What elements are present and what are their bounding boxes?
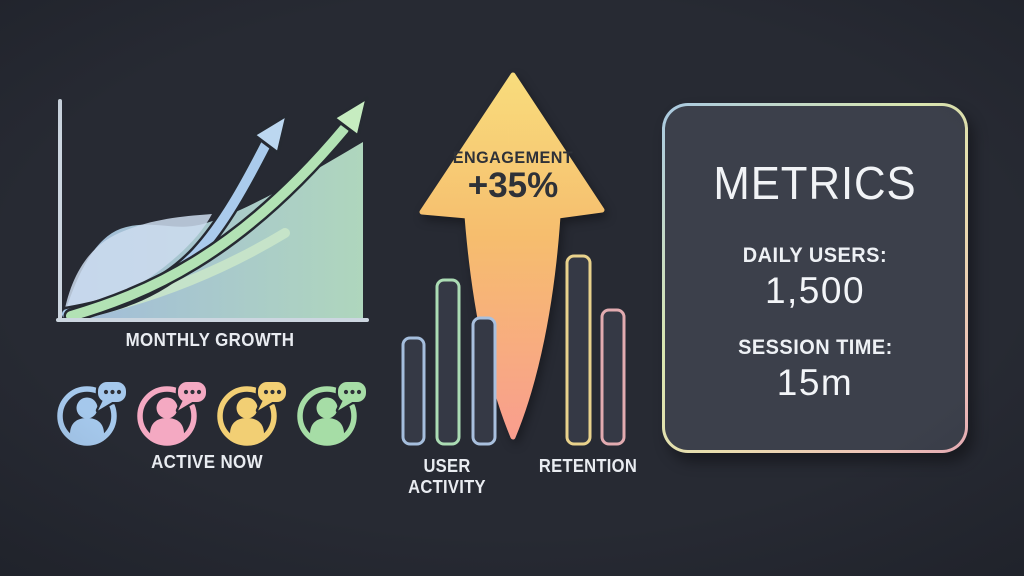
avatar-head (76, 397, 98, 419)
active-user-avatar-icon (137, 380, 209, 446)
daily-users-stat: DAILY USERS: 1,500 (739, 244, 891, 312)
typing-dots-icon (183, 389, 202, 395)
avatar-head (156, 397, 178, 419)
engagement-up-arrow (419, 72, 605, 440)
avatar-shoulders (310, 418, 344, 441)
typing-dots-icon (343, 389, 362, 395)
active-users-row (57, 380, 369, 448)
avatar-ring (297, 386, 357, 446)
active-user-avatar-icon (217, 380, 289, 446)
avatar-head (236, 397, 258, 419)
metrics-card: METRICS DAILY USERS: 1,500 SESSION TIME:… (662, 103, 968, 453)
active-now-label: ACTIVE NOW (151, 452, 263, 472)
retention-bar (565, 254, 592, 446)
monthly-growth-chart (56, 96, 369, 324)
session-time-value: 15m (776, 362, 854, 403)
metrics-title: METRICS (713, 157, 917, 209)
active-user-avatar-icon (57, 380, 129, 446)
avatar-shoulders (70, 418, 104, 441)
avatar-ring (57, 386, 117, 446)
retention-bar (600, 308, 626, 446)
daily-users-value: 1,500 (764, 270, 866, 311)
retention-label: RETENTION (538, 456, 638, 476)
avatar-shoulders (230, 418, 264, 441)
chat-bubble-tail-fill (98, 400, 114, 411)
user-activity-bar (401, 336, 426, 446)
monthly-growth-label: MONTHLY GROWTH (125, 330, 295, 350)
engagement-section: ENGAGEMENT +35% USER ACTIVITY RETENTION (390, 60, 650, 497)
typing-dots-icon (103, 389, 122, 395)
metrics-card-body: METRICS DAILY USERS: 1,500 SESSION TIME:… (665, 106, 965, 450)
growth-wave-highlight (63, 214, 212, 319)
engagement-value: +35% (467, 166, 559, 205)
typing-dots-icon (263, 389, 282, 395)
user-activity-bar (435, 278, 461, 446)
chat-bubble-tail-fill (338, 400, 354, 411)
growth-arrow-blue-head (252, 113, 289, 155)
avatar-ring (217, 386, 277, 446)
engagement-arrow-chart (401, 72, 626, 446)
session-time-stat: SESSION TIME: 15m (734, 336, 897, 404)
avatar-head (316, 397, 338, 419)
avatar-shoulders (150, 418, 184, 441)
user-activity-label: USER ACTIVITY (408, 456, 486, 497)
session-time-label: SESSION TIME: (737, 336, 893, 359)
avatar-ring (137, 386, 197, 446)
active-user-avatar-icon (297, 380, 369, 446)
chat-bubble-tail-fill (258, 400, 274, 411)
user-activity-bar (471, 316, 497, 446)
daily-users-label: DAILY USERS: (742, 244, 888, 267)
growth-arrow-green (66, 124, 349, 321)
engagement-label: ENGAGEMENT (452, 148, 574, 167)
growth-arrow-green-head (332, 96, 369, 138)
chat-bubble-tail-fill (178, 400, 194, 411)
